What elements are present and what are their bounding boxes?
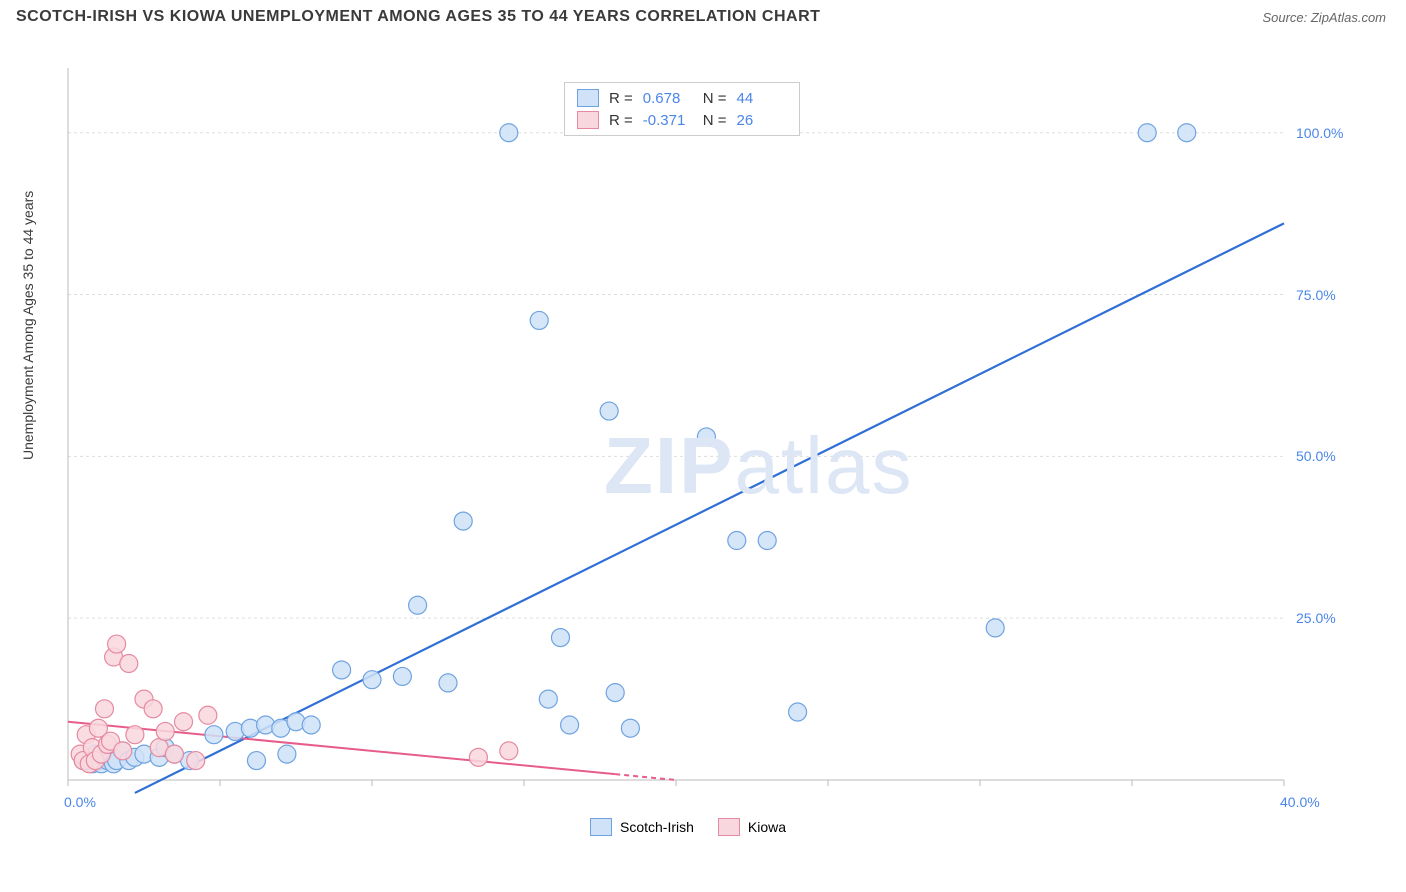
r-value: 0.678 [643, 90, 693, 107]
n-value: 44 [737, 90, 787, 107]
r-value: -0.371 [643, 112, 693, 129]
legend-item-1: Kiowa [718, 818, 786, 836]
x-tick-label: 0.0% [64, 794, 96, 810]
bottom-legend: Scotch-Irish Kiowa [590, 818, 786, 836]
legend-label-0: Scotch-Irish [620, 819, 694, 835]
y-axis-label: Unemployment Among Ages 35 to 44 years [20, 191, 36, 460]
plot-area: ZIPatlas R = 0.678 N = 44 R = -0.371 N =… [64, 60, 1344, 820]
legend-swatch-0 [590, 818, 612, 836]
y-tick-label: 75.0% [1296, 287, 1336, 303]
stat-row-0: R = 0.678 N = 44 [577, 87, 787, 109]
stat-legend: R = 0.678 N = 44 R = -0.371 N = 26 [564, 82, 800, 136]
n-value: 26 [737, 112, 787, 129]
legend-item-0: Scotch-Irish [590, 818, 694, 836]
header: SCOTCH-IRISH VS KIOWA UNEMPLOYMENT AMONG… [0, 0, 1406, 30]
source-label: Source: ZipAtlas.com [1262, 10, 1386, 25]
series-swatch-1 [577, 111, 599, 129]
r-label: R = [609, 112, 633, 129]
y-tick-label: 50.0% [1296, 448, 1336, 464]
scatter-plot-svg [64, 60, 1344, 820]
r-label: R = [609, 90, 633, 107]
legend-label-1: Kiowa [748, 819, 786, 835]
x-tick-label: 40.0% [1280, 794, 1320, 810]
chart-title: SCOTCH-IRISH VS KIOWA UNEMPLOYMENT AMONG… [16, 8, 820, 26]
n-label: N = [703, 90, 727, 107]
stat-row-1: R = -0.371 N = 26 [577, 109, 787, 131]
y-tick-label: 100.0% [1296, 125, 1343, 141]
legend-swatch-1 [718, 818, 740, 836]
y-tick-label: 25.0% [1296, 610, 1336, 626]
n-label: N = [703, 112, 727, 129]
chart-container: Unemployment Among Ages 35 to 44 years Z… [50, 40, 1380, 840]
series-swatch-0 [577, 89, 599, 107]
